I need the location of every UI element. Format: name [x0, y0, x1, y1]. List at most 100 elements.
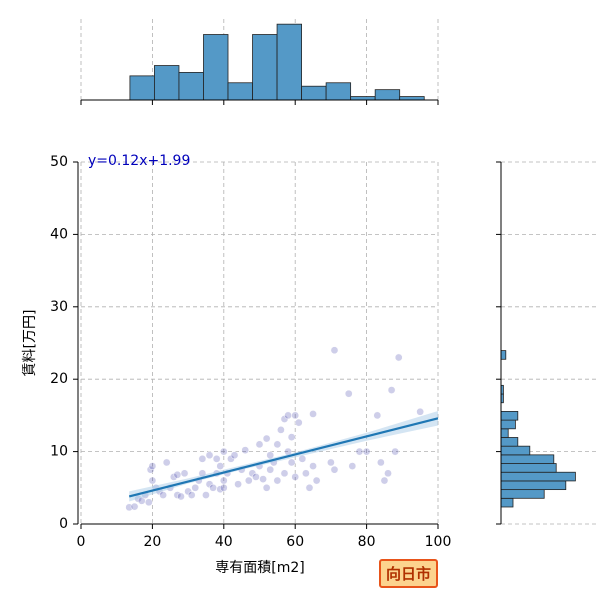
bar [399, 96, 425, 101]
point [291, 411, 300, 420]
x-axis-label: 専有面積[m2] [215, 560, 304, 576]
point [259, 475, 267, 483]
point [209, 483, 217, 492]
point [302, 469, 310, 478]
bar [500, 480, 567, 491]
point [330, 465, 339, 474]
point [162, 458, 171, 467]
bar [252, 34, 278, 101]
point [159, 491, 167, 499]
y-tick-label: 0 [59, 516, 68, 532]
x-tick-label: 20 [143, 534, 161, 550]
point [362, 447, 371, 456]
bar [500, 454, 555, 464]
x-tick-label: 60 [286, 534, 304, 550]
point [202, 491, 210, 499]
x-tick-label: 40 [215, 534, 233, 550]
point [348, 462, 357, 470]
point [148, 462, 157, 470]
point [309, 462, 317, 470]
point [327, 458, 335, 467]
point [219, 483, 228, 492]
point [219, 447, 228, 456]
bar [203, 34, 229, 101]
point [294, 418, 303, 427]
bar [500, 463, 557, 473]
bar [500, 350, 507, 360]
bar [500, 489, 545, 499]
point [273, 476, 282, 485]
point [373, 411, 382, 420]
bar [500, 445, 531, 456]
point [312, 476, 321, 485]
point [173, 470, 182, 479]
y-axis-label: 賃料[万円] [22, 310, 38, 377]
y-tick-label: 40 [50, 226, 68, 242]
point [212, 454, 221, 463]
y-tick-label: 30 [50, 299, 68, 315]
bar [500, 471, 576, 482]
point [287, 458, 296, 467]
y-tick-label: 20 [50, 371, 68, 387]
point [146, 465, 155, 474]
bar [500, 411, 519, 421]
bar [325, 82, 352, 101]
bar [500, 497, 514, 508]
point [191, 483, 200, 492]
bar [276, 23, 302, 101]
point [244, 476, 253, 485]
point [416, 407, 424, 416]
point [177, 492, 185, 501]
point [255, 440, 264, 449]
point [384, 469, 392, 478]
x-tick-label: 0 [77, 534, 86, 550]
point [148, 476, 157, 485]
y-tick-label: 10 [50, 444, 68, 460]
bar [129, 75, 155, 101]
point [252, 473, 260, 481]
point [180, 469, 189, 478]
point [291, 473, 300, 481]
bar [500, 437, 519, 447]
point [377, 458, 385, 467]
point [130, 502, 139, 511]
point [284, 411, 292, 420]
point [266, 451, 275, 460]
point [205, 451, 214, 460]
point [273, 440, 282, 449]
bar [500, 428, 509, 438]
point [234, 480, 242, 489]
point [380, 476, 389, 485]
point [305, 483, 314, 492]
regression-line [128, 417, 439, 498]
point [230, 451, 239, 460]
point [216, 462, 225, 470]
bar [227, 82, 253, 101]
point [391, 447, 400, 456]
point [262, 434, 271, 443]
bar [154, 65, 180, 101]
point [330, 346, 339, 355]
bar [301, 85, 327, 101]
bar [374, 89, 401, 101]
point [287, 433, 296, 441]
bar [500, 419, 516, 430]
equation: y=0.12x+1.99 [88, 153, 190, 169]
y-tick-label: 50 [50, 154, 68, 170]
point [241, 446, 250, 455]
point [144, 498, 153, 507]
point [387, 386, 396, 394]
bar [350, 96, 376, 101]
point [266, 465, 275, 474]
city-badge: 向日市 [379, 559, 439, 588]
point [309, 410, 317, 418]
point [394, 353, 403, 362]
point [355, 447, 364, 456]
point [187, 491, 196, 499]
x-tick-label: 100 [425, 534, 452, 550]
point [277, 426, 285, 434]
bar [178, 72, 204, 101]
point [219, 476, 228, 485]
